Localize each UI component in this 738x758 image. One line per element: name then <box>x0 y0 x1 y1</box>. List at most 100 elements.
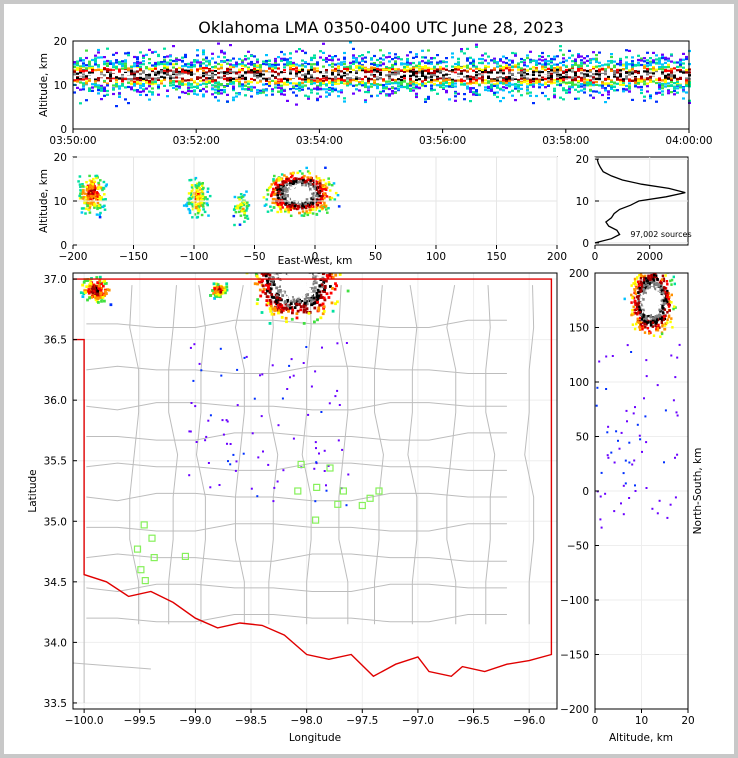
time-altitude-source-cell <box>88 79 91 82</box>
eastwest-source-cell <box>274 181 278 185</box>
time-altitude-source-cell <box>589 79 592 82</box>
time-altitude-source-cell <box>232 87 235 90</box>
eastwest-source-cell <box>243 193 246 197</box>
time-altitude-source-cell <box>199 71 202 74</box>
time-altitude-source-cell <box>403 80 406 83</box>
time-altitude-source-cell <box>496 82 499 85</box>
eastwest-source-cell <box>201 192 205 196</box>
time-altitude-source-cell <box>352 71 355 74</box>
time-altitude-source-cell <box>427 68 430 72</box>
time-altitude-source-cell <box>625 77 628 80</box>
time-altitude-source-cell <box>454 95 457 98</box>
time-altitude-source-cell <box>223 77 226 81</box>
time-altitude-source-cell <box>613 85 616 88</box>
time-altitude-source-cell <box>586 71 589 74</box>
time-altitude-source-cell <box>343 63 346 66</box>
time-altitude-source-cell <box>526 65 529 68</box>
time-altitude-source-cell <box>121 60 124 63</box>
eastwest-source-cell <box>273 201 277 205</box>
eastwest-source-cell <box>302 186 305 189</box>
time-altitude-source-cell <box>256 64 259 67</box>
eastwest-source-cell <box>94 204 97 207</box>
time-altitude-source-cell <box>214 79 217 82</box>
time-altitude-source-cell <box>184 63 187 66</box>
time-altitude-source-cell <box>85 56 88 60</box>
time-altitude-source-cell <box>229 68 232 71</box>
eastwest-source-cell <box>314 175 318 178</box>
time-altitude-source-cell <box>193 90 196 93</box>
time-altitude-source-cell <box>685 73 688 76</box>
time-altitude-source-cell <box>280 87 283 90</box>
time-altitude-source-cell <box>514 54 517 57</box>
eastwest-source-cell <box>301 203 304 206</box>
time-altitude-source-cell <box>391 78 394 81</box>
time-altitude-source-cell <box>184 83 187 86</box>
time-altitude-source-cell <box>343 76 346 79</box>
time-altitude-source-cell <box>211 52 214 55</box>
time-altitude-source-cell <box>619 69 622 72</box>
time-altitude-source-cell <box>142 84 145 88</box>
time-altitude-source-cell <box>274 63 277 67</box>
time-altitude-source-cell <box>103 63 106 66</box>
eastwest-source-cell <box>190 189 194 193</box>
time-altitude-source-cell <box>427 70 430 73</box>
time-altitude-source-cell <box>667 82 670 85</box>
time-altitude-source-cell <box>646 70 649 73</box>
time-altitude-source-cell <box>304 80 307 83</box>
eastwest-source-cell <box>289 205 292 208</box>
time-altitude-source-cell <box>130 65 133 68</box>
time-altitude-source-cell <box>679 59 682 63</box>
time-altitude-source-cell <box>424 82 427 85</box>
time-altitude-source-cell <box>484 79 487 82</box>
time-altitude-source-cell <box>457 72 460 75</box>
time-altitude-source-cell <box>169 71 172 74</box>
time-altitude-source-cell <box>679 77 682 80</box>
time-altitude-source-cell <box>313 79 316 82</box>
time-altitude-source-cell <box>208 81 211 84</box>
time-altitude-source-cell <box>679 65 682 68</box>
time-altitude-source-cell <box>412 73 415 76</box>
time-altitude-source-cell <box>142 79 145 82</box>
eastwest-source-cell <box>198 187 201 190</box>
time-altitude-source-cell <box>97 73 100 76</box>
time-altitude-source-cell <box>388 93 391 96</box>
time-altitude-source-cell <box>238 81 241 84</box>
time-altitude-source-cell <box>487 71 490 74</box>
time-altitude-source-cell <box>178 85 181 88</box>
time-altitude-source-cell <box>94 60 97 63</box>
time-altitude-source-cell <box>466 47 469 50</box>
eastwest-source-cell <box>325 186 329 189</box>
time-altitude-source-cell <box>421 71 424 74</box>
time-altitude-source-cell <box>337 70 340 73</box>
time-altitude-source-cell <box>541 55 544 58</box>
eastwest-source-cell <box>206 197 209 201</box>
time-altitude-source-cell <box>517 85 520 88</box>
time-altitude-source-cell <box>325 69 328 72</box>
time-altitude-source-cell <box>364 71 367 74</box>
eastwest-source-cell <box>270 193 273 196</box>
time-altitude-source-cell <box>478 75 481 78</box>
time-altitude-source-cell <box>157 86 160 89</box>
time-altitude-source-cell <box>109 62 112 65</box>
time-altitude-source-cell <box>295 82 298 85</box>
time-altitude-source-cell <box>268 63 271 66</box>
time-altitude-source-cell <box>268 80 271 83</box>
time-altitude-source-cell <box>463 65 466 68</box>
time-altitude-source-cell <box>463 75 466 78</box>
time-altitude-source-cell <box>280 93 283 96</box>
eastwest-source-cell <box>310 192 314 195</box>
eastwest-source-cell <box>190 203 194 206</box>
time-altitude-source-cell <box>142 90 145 93</box>
time-altitude-source-cell <box>136 81 139 84</box>
time-altitude-source-cell <box>517 75 520 78</box>
time-altitude-source-cell <box>436 79 439 82</box>
time-altitude-source-cell <box>607 74 610 77</box>
time-altitude-source-cell <box>370 66 373 69</box>
time-altitude-source-cell <box>166 63 169 66</box>
eastwest-source-cell <box>304 193 307 196</box>
time-altitude-source-cell <box>385 80 388 83</box>
time-altitude-source-cell <box>583 57 586 60</box>
time-altitude-source-cell <box>613 64 616 67</box>
time-altitude-source-cell <box>214 81 217 84</box>
county-boundary <box>86 462 507 471</box>
